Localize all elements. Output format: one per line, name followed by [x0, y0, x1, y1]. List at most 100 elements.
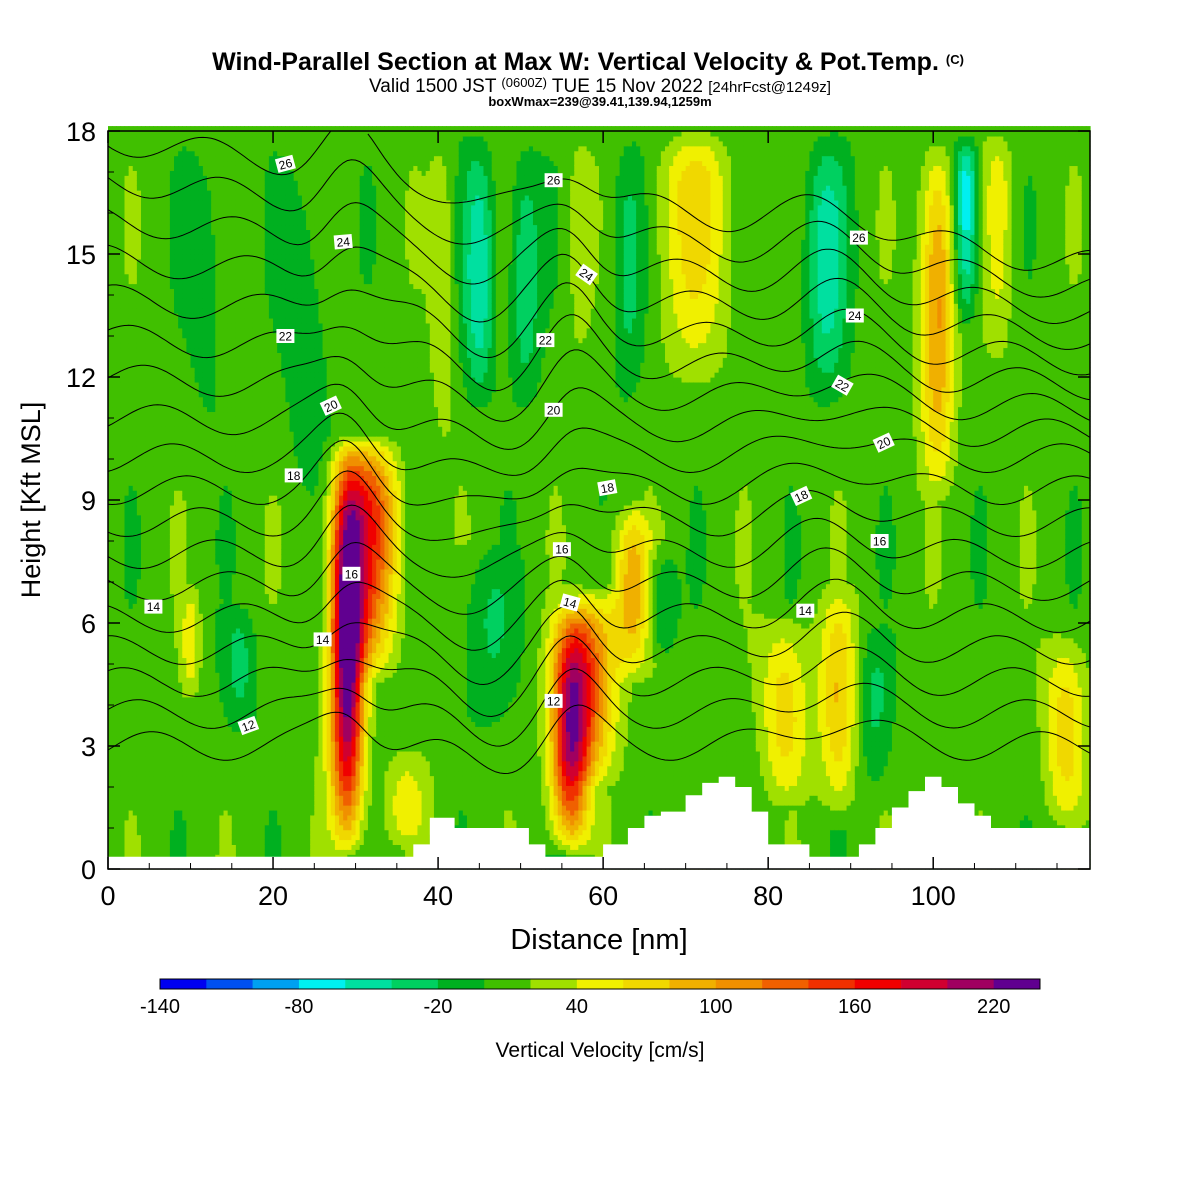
w-cell: [129, 421, 134, 427]
w-cell: [141, 810, 146, 816]
w-cell: [182, 554, 187, 560]
w-cell: [116, 288, 121, 294]
w-cell: [153, 820, 158, 826]
w-cell: [145, 215, 150, 221]
w-cell: [219, 598, 224, 604]
w-cell: [129, 136, 134, 142]
w-cell: [195, 284, 200, 290]
w-cell: [133, 249, 138, 255]
w-cell: [120, 170, 125, 176]
w-cell: [133, 810, 138, 816]
w-cell: [215, 421, 220, 427]
w-cell: [195, 461, 200, 467]
w-cell: [215, 525, 220, 531]
w-cell: [203, 377, 208, 383]
w-cell: [195, 367, 200, 373]
w-cell: [141, 441, 146, 447]
w-cell: [133, 421, 138, 427]
w-cell: [141, 505, 146, 511]
w-cell: [170, 362, 175, 368]
w-cell: [158, 830, 163, 836]
w-cell: [211, 146, 216, 152]
w-cell: [133, 574, 138, 580]
w-cell: [129, 352, 134, 358]
w-cell: [137, 830, 142, 836]
w-cell: [166, 648, 171, 654]
w-cell: [112, 574, 117, 580]
w-cell: [158, 736, 163, 742]
w-cell: [215, 544, 220, 550]
w-cell: [178, 584, 183, 590]
w-cell: [211, 436, 216, 442]
w-cell: [191, 633, 196, 639]
w-cell: [211, 372, 216, 378]
w-cell: [178, 215, 183, 221]
w-cell: [149, 638, 154, 644]
w-cell: [137, 800, 142, 806]
w-cell: [178, 165, 183, 171]
w-cell: [158, 397, 163, 403]
w-cell: [207, 564, 212, 570]
w-cell: [195, 200, 200, 206]
w-cell: [186, 820, 191, 826]
w-cell: [116, 692, 121, 698]
w-cell: [170, 839, 175, 845]
w-cell: [120, 530, 125, 536]
w-cell: [133, 662, 138, 668]
w-cell: [112, 338, 117, 344]
w-cell: [137, 574, 142, 580]
w-cell: [141, 692, 146, 698]
w-cell: [195, 653, 200, 659]
w-cell: [182, 756, 187, 762]
w-cell: [219, 357, 224, 363]
w-cell: [133, 510, 138, 516]
w-cell: [207, 662, 212, 668]
w-cell: [158, 534, 163, 540]
w-cell: [211, 520, 216, 526]
w-cell: [129, 771, 134, 777]
w-cell: [162, 574, 167, 580]
w-cell: [149, 279, 154, 285]
w-cell: [191, 195, 196, 201]
w-cell: [199, 554, 204, 560]
w-cell: [158, 485, 163, 491]
w-cell: [162, 500, 167, 506]
w-cell: [141, 559, 146, 565]
w-cell: [158, 579, 163, 585]
w-cell: [182, 682, 187, 688]
w-cell: [211, 170, 216, 176]
w-cell: [191, 554, 196, 560]
w-cell: [145, 539, 150, 545]
w-cell: [137, 402, 142, 408]
w-cell: [153, 431, 158, 437]
w-cell: [186, 210, 191, 216]
w-cell: [112, 613, 117, 619]
w-cell: [153, 771, 158, 777]
w-cell: [120, 785, 125, 791]
w-cell: [215, 771, 220, 777]
w-cell: [153, 244, 158, 250]
w-cell: [174, 633, 179, 639]
w-cell: [199, 623, 204, 629]
w-cell: [120, 800, 125, 806]
w-cell: [219, 210, 224, 216]
w-cell: [207, 579, 212, 585]
w-cell: [174, 215, 179, 221]
w-cell: [133, 780, 138, 786]
w-cell: [178, 525, 183, 531]
w-cell: [133, 682, 138, 688]
w-cell: [153, 392, 158, 398]
w-cell: [186, 795, 191, 801]
w-cell: [199, 441, 204, 447]
w-cell: [137, 392, 142, 398]
w-cell: [207, 205, 212, 211]
w-cell: [149, 313, 154, 319]
w-cell: [125, 839, 130, 845]
w-cell: [199, 500, 204, 506]
w-cell: [203, 554, 208, 560]
w-cell: [186, 490, 191, 496]
w-cell: [125, 441, 130, 447]
w-cell: [129, 259, 134, 265]
w-cell: [195, 249, 200, 255]
w-cell: [191, 751, 196, 757]
